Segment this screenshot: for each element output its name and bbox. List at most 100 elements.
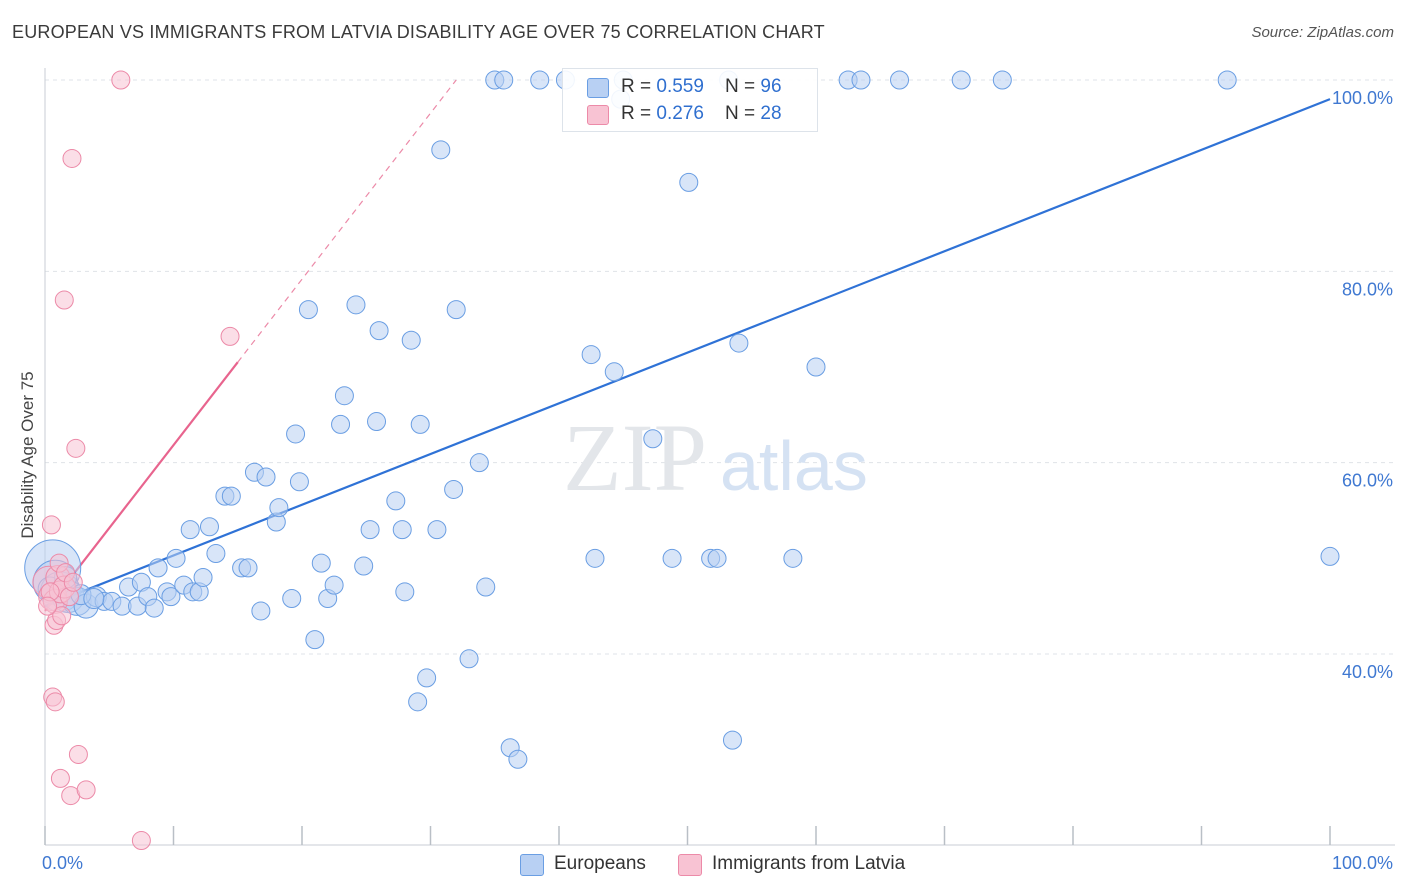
europeans-point xyxy=(992,70,1012,90)
europeans-point xyxy=(783,548,803,568)
europeans-point xyxy=(446,300,466,320)
europeans-point xyxy=(417,668,437,688)
europeans-point xyxy=(679,172,699,192)
axes xyxy=(44,68,1395,846)
europeans-point xyxy=(369,321,389,341)
europeans-point xyxy=(508,749,528,769)
europeans-point xyxy=(305,630,325,650)
europeans-point xyxy=(951,70,971,90)
latvia-point xyxy=(66,438,86,458)
y-tick-label: 60.0% xyxy=(1342,471,1393,491)
latvia-point xyxy=(50,768,70,788)
legend-r-label: R = xyxy=(621,76,657,97)
europeans-point xyxy=(729,333,749,353)
europeans-point xyxy=(643,429,663,449)
legend-r-label: R = xyxy=(621,103,657,124)
legend-n-value: 28 xyxy=(760,103,782,124)
europeans-point xyxy=(401,330,421,350)
europeans-point xyxy=(251,601,271,621)
europeans-point xyxy=(238,558,258,578)
europeans-point xyxy=(806,357,826,377)
watermark: ZIP atlas xyxy=(563,404,868,511)
europeans-point xyxy=(221,486,241,506)
y-tick-label: 100.0% xyxy=(1332,88,1393,108)
europeans-point xyxy=(161,587,181,607)
europeans-point xyxy=(707,548,727,568)
data-points xyxy=(24,70,1340,851)
europeans-point xyxy=(469,453,489,473)
europeans-point xyxy=(334,386,354,406)
latvia-point xyxy=(220,326,240,346)
legend-swatch-blue xyxy=(587,78,609,98)
europeans-point xyxy=(331,414,351,434)
europeans-point xyxy=(206,544,226,564)
legend-n-label: N = xyxy=(725,103,761,124)
latvia-point xyxy=(54,290,74,310)
y-tick-label: 80.0% xyxy=(1342,279,1393,299)
europeans-point xyxy=(494,70,514,90)
europeans-point xyxy=(851,70,871,90)
europeans-point xyxy=(311,553,331,573)
europeans-point xyxy=(662,548,682,568)
europeans-point xyxy=(408,692,428,712)
latvia-point xyxy=(63,572,83,592)
europeans-point xyxy=(386,491,406,511)
latvia-point xyxy=(76,780,96,800)
bottom-legend-label: Europeans xyxy=(554,853,646,874)
latvia-point xyxy=(111,70,131,90)
legend-n-label: N = xyxy=(725,76,761,97)
europeans-point xyxy=(144,598,164,618)
watermark-atlas: atlas xyxy=(720,427,868,505)
europeans-point xyxy=(604,362,624,382)
europeans-point xyxy=(286,424,306,444)
latvia-trend-extension xyxy=(237,79,457,363)
y-tick-label: 40.0% xyxy=(1342,662,1393,682)
europeans-point xyxy=(324,575,344,595)
europeans-point xyxy=(346,295,366,315)
europeans-point xyxy=(581,345,601,365)
europeans-point xyxy=(722,730,742,750)
europeans-point xyxy=(282,589,302,609)
bottom-legend-swatch-blue xyxy=(520,854,544,876)
bottom-legend-label: Immigrants from Latvia xyxy=(712,853,906,874)
europeans-point xyxy=(530,70,550,90)
europeans-point xyxy=(289,472,309,492)
europeans-point xyxy=(585,548,605,568)
latvia-point xyxy=(68,744,88,764)
tick-labels: 40.0% 60.0% 80.0% 100.0% 0.0% 100.0% xyxy=(42,88,1393,873)
legend-swatch-pink xyxy=(587,105,609,125)
x-tick-label: 0.0% xyxy=(42,853,83,873)
europeans-point xyxy=(199,517,219,537)
europeans-point xyxy=(193,567,213,587)
chart-title: EUROPEAN VS IMMIGRANTS FROM LATVIA DISAB… xyxy=(12,22,825,42)
europeans-point xyxy=(444,479,464,499)
latvia-point xyxy=(45,692,65,712)
latvia-point xyxy=(38,596,58,616)
watermark-zip: ZIP xyxy=(563,404,707,511)
europeans-point xyxy=(459,649,479,669)
europeans-point xyxy=(367,412,387,432)
europeans-point xyxy=(1320,546,1340,566)
latvia-point xyxy=(41,515,61,535)
trend-lines xyxy=(44,79,1331,612)
latvia-point xyxy=(131,831,151,851)
stats-legend: R = 0.559 N = 96 R = 0.276 N = 28 xyxy=(562,68,818,132)
europeans-point xyxy=(269,498,289,518)
latvia-point xyxy=(52,606,72,626)
europeans-point xyxy=(166,548,186,568)
europeans-point xyxy=(180,520,200,540)
legend-n-value: 96 xyxy=(760,76,782,97)
europeans-point xyxy=(476,577,496,597)
europeans-trend-line xyxy=(44,98,1331,608)
europeans-point xyxy=(1217,70,1237,90)
x-tick-label: 100.0% xyxy=(1332,853,1393,873)
europeans-point xyxy=(431,140,451,160)
europeans-point xyxy=(148,558,168,578)
latvia-point xyxy=(62,148,82,168)
europeans-point xyxy=(360,520,380,540)
legend-r-value: 0.559 xyxy=(656,76,704,97)
europeans-point xyxy=(410,414,430,434)
europeans-point xyxy=(427,520,447,540)
europeans-point xyxy=(298,300,318,320)
